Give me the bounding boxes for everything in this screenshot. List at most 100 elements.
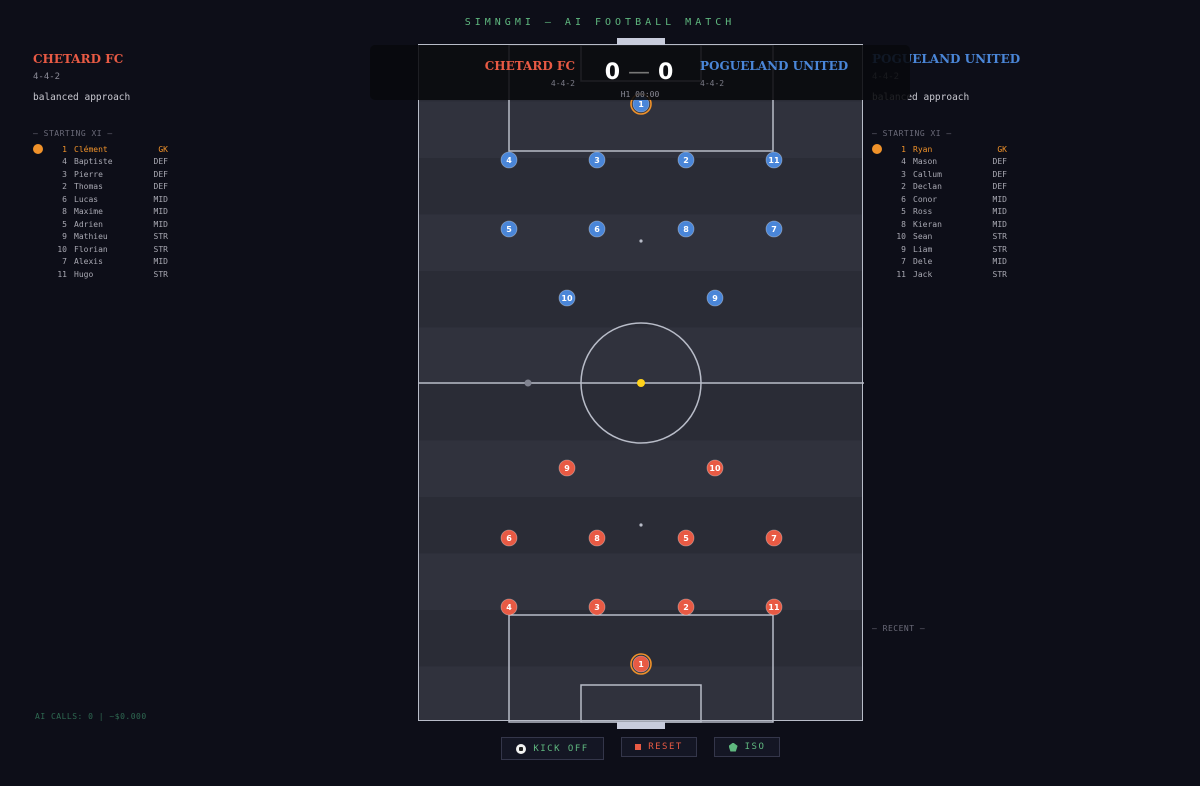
player-position: GK [997, 144, 1007, 154]
home-player-marker[interactable]: 10 [706, 459, 724, 477]
player-position: STR [153, 232, 168, 242]
player-number-label: 7 [771, 534, 777, 543]
player-name: Ryan [913, 144, 933, 154]
player-number-label: 8 [683, 225, 689, 234]
player-position: STR [992, 232, 1007, 242]
player-number: 10 [896, 232, 906, 242]
player-name: Kieran [913, 219, 942, 229]
away-player-marker[interactable]: 8 [677, 220, 695, 238]
player-number-label: 5 [683, 534, 689, 543]
player-name: Mathieu [74, 232, 108, 242]
marker-dot [524, 379, 532, 387]
player-number-label: 7 [771, 225, 777, 234]
iso-view-button[interactable]: ISO [714, 737, 780, 757]
scoreboard-home-formation: 4-4-2 [550, 79, 575, 88]
active-player-indicator [33, 232, 43, 242]
home-team-name: CHETARD FC [33, 52, 124, 66]
active-player-indicator [33, 182, 43, 192]
player-number: 1 [62, 144, 67, 154]
away-player-marker[interactable]: 3 [588, 151, 606, 169]
player-name: Ross [913, 207, 933, 217]
player-number-label: 11 [768, 603, 780, 612]
player-number-label: 11 [768, 156, 780, 165]
active-player-indicator [33, 157, 43, 167]
player-number: 6 [901, 194, 906, 204]
reset-button[interactable]: RESET [621, 737, 697, 757]
home-roster-row: 1 Clément GK [33, 143, 233, 156]
player-position: MID [992, 207, 1007, 217]
scoreboard: CHETARD FC 4-4-2 0—0 POGUELAND UNITED 4-… [370, 45, 910, 100]
home-player-marker[interactable]: 1 [630, 653, 652, 675]
active-player-indicator [872, 182, 882, 192]
active-player-indicator [872, 257, 882, 267]
pentagon-icon [728, 742, 738, 752]
bottom-penalty-spot [639, 523, 643, 527]
player-number: 7 [901, 257, 906, 267]
away-roster-row: 5 Ross MID [872, 206, 1072, 219]
player-name: Thomas [74, 182, 103, 192]
away-roster-row: 11 Jack STR [872, 268, 1072, 281]
bottom-goal [617, 722, 665, 729]
player-number-label: 5 [506, 225, 512, 234]
player-name: Clément [74, 144, 108, 154]
active-player-indicator [872, 244, 882, 254]
away-player-marker[interactable]: 9 [706, 289, 724, 307]
home-roster-row: 5 Adrien MID [33, 218, 233, 231]
player-name: Liam [913, 244, 933, 254]
kick-off-button[interactable]: KICK OFF [501, 737, 604, 760]
player-number: 4 [901, 157, 906, 167]
home-player-marker[interactable]: 9 [558, 459, 576, 477]
player-name: Baptiste [74, 157, 113, 167]
reset-label: RESET [648, 742, 683, 752]
away-starting-xi-label: — STARTING XI — [872, 129, 952, 138]
player-name: Callum [913, 169, 942, 179]
home-player-marker[interactable]: 6 [500, 529, 518, 547]
home-player-marker[interactable]: 5 [677, 529, 695, 547]
player-position: MID [153, 194, 168, 204]
away-player-marker[interactable]: 6 [588, 220, 606, 238]
player-number: 2 [62, 182, 67, 192]
player-name: Mason [913, 157, 938, 167]
away-roster: 1 Ryan GK 4 Mason DEF 3 Callum DEF 2 Declan DEF 6 Con… [872, 143, 1072, 281]
player-name: Sean [913, 232, 933, 242]
ai-calls-counter: AI CALLS: 0 | ~$0.000 [35, 712, 147, 721]
away-roster-row: 7 Dele MID [872, 256, 1072, 269]
away-player-marker[interactable]: 2 [677, 151, 695, 169]
player-name: Hugo [74, 269, 94, 279]
player-number-label: 2 [683, 156, 689, 165]
away-roster-row: 8 Kieran MID [872, 218, 1072, 231]
iso-label: ISO [744, 742, 766, 752]
player-number: 8 [62, 207, 67, 217]
away-roster-row: 6 Conor MID [872, 193, 1072, 206]
player-name: Dele [913, 257, 933, 267]
away-player-marker[interactable]: 10 [558, 289, 576, 307]
away-roster-row: 10 Sean STR [872, 231, 1072, 244]
away-player-marker[interactable]: 7 [765, 220, 783, 238]
player-position: MID [992, 257, 1007, 267]
home-player-marker[interactable]: 7 [765, 529, 783, 547]
away-score: 0 [658, 60, 676, 85]
away-player-marker[interactable]: 11 [765, 151, 783, 169]
away-player-marker[interactable]: 4 [500, 151, 518, 169]
stop-icon [635, 744, 642, 750]
player-position: DEF [153, 157, 168, 167]
player-position: STR [992, 269, 1007, 279]
player-number: 5 [62, 219, 67, 229]
active-player-indicator [872, 194, 882, 204]
player-number-label: 1 [638, 100, 644, 109]
away-player-marker[interactable]: 5 [500, 220, 518, 238]
home-player-marker[interactable]: 11 [765, 598, 783, 616]
active-player-indicator [872, 269, 882, 279]
home-player-marker[interactable]: 2 [677, 598, 695, 616]
home-player-marker[interactable]: 3 [588, 598, 606, 616]
home-roster-row: 4 Baptiste DEF [33, 156, 233, 169]
home-player-marker[interactable]: 4 [500, 598, 518, 616]
active-player-indicator [872, 232, 882, 242]
goalkeeper-ring [630, 653, 652, 675]
home-roster-row: 10 Florian STR [33, 243, 233, 256]
away-roster-row: 9 Liam STR [872, 243, 1072, 256]
home-player-marker[interactable]: 8 [588, 529, 606, 547]
ball [637, 379, 645, 387]
scoreboard-away-formation: 4-4-2 [700, 79, 725, 88]
player-position: DEF [992, 157, 1007, 167]
